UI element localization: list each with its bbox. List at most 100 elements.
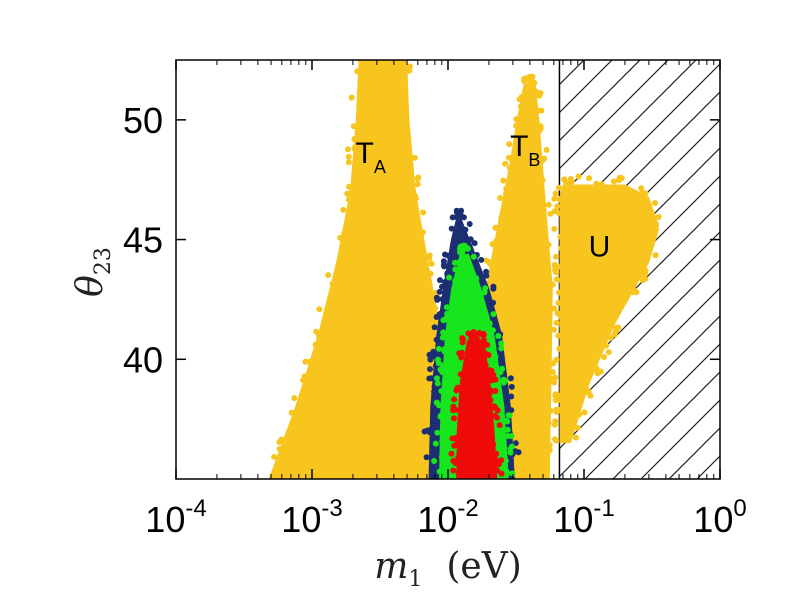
scatter-point [433,336,440,343]
scatter-point [411,154,418,161]
scatter-point [458,402,465,409]
scatter-point [484,341,491,348]
scatter-point [513,146,520,153]
scatter-point [482,367,489,374]
x-axis-unit: (eV) [446,546,521,587]
scatter-point [541,155,548,162]
scatter-point [486,375,493,382]
scatter-point [552,374,559,381]
scatter-point [345,153,352,160]
scatter-point [494,249,501,256]
scatter-point [312,341,319,348]
region-label: TB [510,130,540,170]
x-axis-label: m1 (eV) [374,546,522,592]
scatter-point [490,285,497,292]
x-tick-base: 10 [417,499,457,540]
x-tick-base: 10 [553,499,593,540]
scatter-point [655,214,662,220]
x-tick-label: 100 [693,495,746,540]
x-axis-symbol: m [374,546,408,587]
scatter-point [503,468,510,475]
scatter-point [431,458,438,464]
scatter-point [437,277,443,284]
scatter-point [508,393,515,400]
scatter-point [592,364,599,371]
x-tick-label: 10-4 [145,495,206,540]
x-axis-subscript: 1 [408,567,422,592]
scatter-point [490,441,497,448]
scatter-point [518,122,524,129]
scatter-point [413,195,419,202]
scatter-point [559,280,566,287]
scatter-point [345,220,352,227]
scatter-point [551,305,558,312]
scatter-point [436,288,443,295]
series-layer [268,60,662,479]
region-label: U [589,230,611,263]
scatter-point [466,345,473,352]
scatter-point [544,366,551,373]
scatter-point [502,417,509,424]
scatter-point [346,183,353,190]
scatter-point [452,460,459,467]
scatter-point [325,272,332,279]
scatter-point [442,281,449,288]
scatter-point [556,184,562,191]
x-tick-exponent: -3 [321,495,342,522]
scatter-point [321,321,327,328]
scatter-point [455,470,462,477]
x-tick-label: 10-3 [281,495,342,540]
scatter-point [431,410,438,417]
scatter-point [434,375,440,382]
scatter-point [507,375,514,382]
plot-area [268,60,720,479]
scatter-point [473,276,480,283]
x-tick-exponent: 0 [733,495,746,522]
scatter-point [537,126,544,132]
scatter-point [593,180,600,187]
scatter-point [431,423,438,430]
scatter-point [508,164,515,171]
scatter-point [310,355,317,362]
scatter-point [503,185,510,192]
scatter-point [492,388,499,394]
region-label-main: U [589,230,611,263]
scatter-point [519,94,526,101]
scatter-point [436,345,442,352]
scatter-point [291,395,298,402]
scatter-point [428,375,435,382]
scatter-point [456,259,463,265]
scatter-point [551,195,558,202]
scatter-point [642,267,649,274]
scatter-point [420,209,427,216]
scatter-point [424,427,431,434]
scatter-point [457,371,464,378]
scatter-point [483,385,489,392]
scatter-point [532,88,539,95]
scatter-point [647,211,654,218]
scatter-point [459,381,466,388]
scatter-point [502,457,509,464]
scatter-point [559,385,566,392]
scatter-point [492,404,499,411]
scatter-point [503,402,510,409]
scatter-point [442,251,448,258]
scatter-point [652,252,659,259]
scatter-point [491,359,498,366]
scatter-point [423,454,430,461]
scatter-point [490,316,497,323]
scatter-point [453,387,460,394]
scatter-point [490,269,497,276]
scatter-point [497,195,504,201]
scatter-point [451,442,458,449]
scatter-point [542,464,549,471]
scatter-point [435,356,441,363]
x-tick-base: 10 [693,499,733,540]
scatter-point [551,261,558,268]
scatter-point [465,330,472,337]
scatter-point [513,122,520,129]
scatter-point [446,274,453,281]
region-label-main: T [510,130,528,163]
scatter-point [561,295,568,302]
scatter-point [457,446,464,452]
